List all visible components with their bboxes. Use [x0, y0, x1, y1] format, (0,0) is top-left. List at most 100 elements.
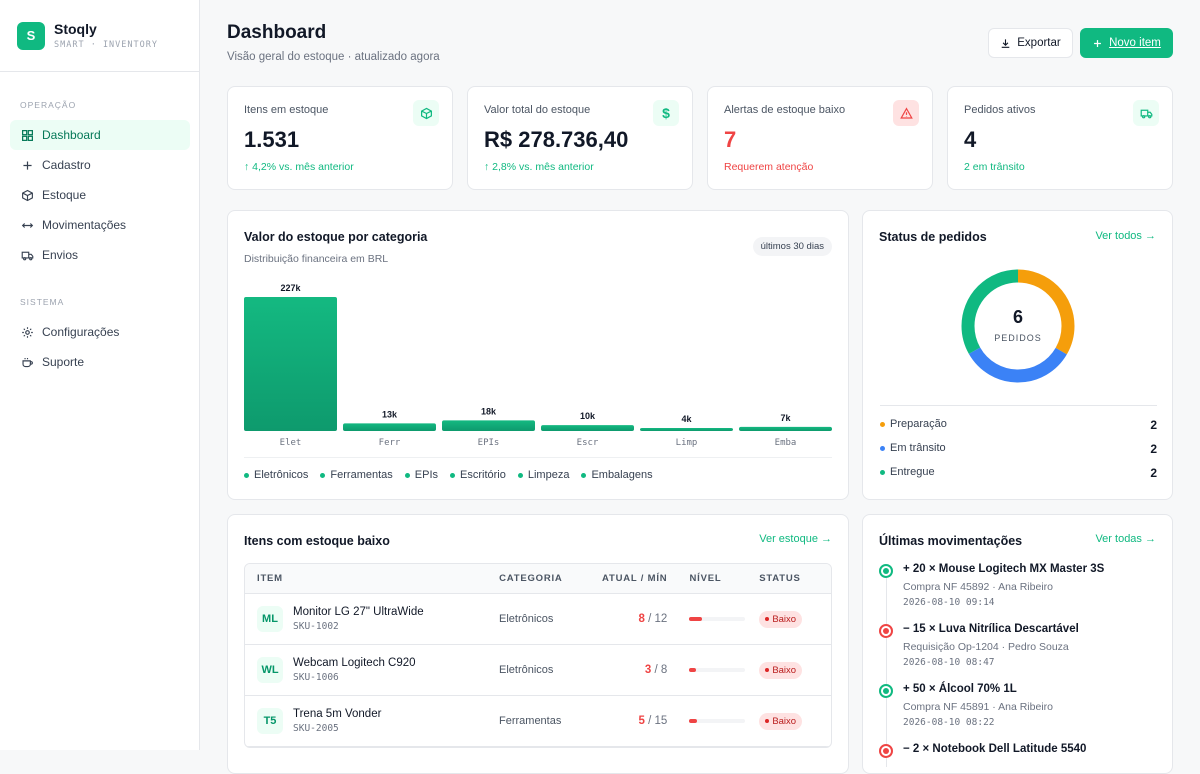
coffee-icon	[20, 355, 34, 369]
bar-value-label: 10k	[580, 411, 596, 421]
kpi-card-alerts: Alertas de estoque baixo 7 Requerem aten…	[707, 86, 933, 190]
sidebar-item-cadastro[interactable]: Cadastro	[10, 150, 190, 180]
bar-ferr[interactable]	[343, 423, 436, 431]
view-all-movements-link[interactable]: Ver todas →	[1095, 533, 1156, 545]
kpi-card-orders: Pedidos ativos 4 2 em trânsito	[947, 86, 1173, 190]
donut-segment-em-transito	[961, 269, 1075, 383]
bar-epis[interactable]	[442, 420, 535, 431]
item-name: Monitor LG 27" UltraWide	[293, 606, 424, 618]
export-button[interactable]: Exportar	[988, 28, 1073, 58]
level-bar	[667, 617, 746, 621]
view-stock-link[interactable]: Ver estoque →	[759, 533, 832, 545]
x-tick-label: Limp	[676, 438, 698, 448]
sidebar-item-label: Configurações	[42, 325, 120, 339]
legend-item: Limpeza	[517, 469, 569, 481]
movements-card: Últimas movimentações Ver todas → + 20 ×…	[862, 514, 1173, 774]
period-pill[interactable]: últimos 30 dias	[752, 237, 832, 256]
kpi-value: R$ 278.736,40	[484, 127, 629, 152]
bar-value-label: 4k	[681, 414, 692, 424]
bar-value-label: 18k	[481, 406, 497, 416]
brand[interactable]: S Stoqly SMART · INVENTORY	[0, 0, 199, 72]
arrows-icon	[20, 218, 34, 232]
sidebar-item-movimentacoes[interactable]: Movimentações	[10, 210, 190, 240]
col-categoria[interactable]: CATEGORIA	[499, 573, 563, 584]
item-name: Webcam Logitech C920	[293, 657, 416, 669]
table-row[interactable]: WL Webcam Logitech C920 SKU-1006 Eletrônico…	[245, 645, 831, 696]
kpi-label: Pedidos ativos	[964, 104, 1036, 116]
nav-section-sistema: SISTEMA	[20, 297, 65, 307]
kpi-value: 1.531	[244, 127, 300, 152]
col-nivel[interactable]: NÍVEL	[689, 573, 722, 584]
plus-icon	[1094, 39, 1102, 47]
category-chart-card: Valor do estoque por categoria Distribui…	[227, 210, 849, 500]
dollar-icon: $	[653, 100, 679, 126]
item-name: Trena 5m Vonder	[293, 708, 382, 720]
movements-title: Últimas movimentações	[879, 534, 1023, 548]
sidebar-item-estoque[interactable]: Estoque	[10, 180, 190, 210]
kpi-trend: ↑ 2,8% vs. mês anterior	[484, 161, 594, 173]
table-row[interactable]: T5 Trena 5m Vonder SKU-2005 Ferramentas 5 / …	[245, 696, 831, 747]
col-item[interactable]: ITEM	[257, 573, 283, 584]
legend-item: Escritório	[450, 469, 506, 481]
bar-limp[interactable]	[640, 428, 733, 431]
box-icon	[20, 188, 34, 202]
outgoing-icon	[879, 624, 893, 638]
item-avatar: ML	[257, 606, 283, 632]
sidebar-item-label: Suporte	[42, 355, 85, 369]
bar-emba[interactable]	[739, 426, 832, 431]
incoming-icon	[879, 564, 893, 578]
main-content: Dashboard Visão geral do estoque · atual…	[200, 0, 1200, 774]
page-subtitle: Visão geral do estoque · atualizado agor…	[227, 51, 440, 63]
status-badge: Baixo	[759, 661, 803, 679]
new-item-button[interactable]: Novo item	[1080, 28, 1173, 58]
download-icon	[1001, 38, 1010, 48]
col-status[interactable]: STATUS	[759, 573, 801, 584]
item-quantity: 5 / 15	[638, 715, 668, 727]
sidebar: S Stoqly SMART · INVENTORY OPERAÇÃO Dash…	[0, 0, 200, 750]
status-row-em-transito: Em trânsito 2	[880, 442, 1157, 456]
col-atual-min[interactable]: ATUAL / MÍN	[602, 573, 668, 584]
donut-segment-entregue	[961, 269, 1075, 383]
status-row-entregue: Entregue 2	[880, 466, 1157, 480]
status-badge: Baixo	[759, 712, 803, 730]
level-bar	[667, 668, 746, 672]
warning-icon	[893, 100, 919, 126]
item-sku: SKU-1002	[293, 621, 339, 632]
table-row[interactable]: ML Monitor LG 27" UltraWide SKU-1002 Eletrô…	[245, 594, 831, 645]
bar-elet[interactable]	[244, 297, 337, 431]
chart-subtitle: Distribuição financeira em BRL	[244, 253, 389, 265]
kpi-note: 2 em trânsito	[964, 161, 1025, 173]
x-tick-label: Elet	[280, 438, 302, 448]
sidebar-item-dashboard[interactable]: Dashboard	[10, 120, 190, 150]
status-row-preparacao: Preparação 2	[880, 418, 1157, 432]
brand-logo: S	[17, 21, 45, 50]
kpi-trend: ↑ 4,2% vs. mês anterior	[244, 161, 354, 173]
kpi-card-items: Itens em estoque 1.531 ↑ 4,2% vs. mês an…	[227, 86, 453, 190]
item-quantity: 8 / 12	[638, 613, 668, 625]
chart-title: Valor do estoque por categoria	[244, 230, 428, 244]
bar-value-label: 13k	[382, 409, 398, 419]
plus-icon	[20, 158, 34, 172]
orders-total: 6	[1012, 307, 1023, 327]
orders-donut	[961, 269, 1075, 383]
sidebar-item-configuracoes[interactable]: Configurações	[10, 317, 190, 347]
x-tick-label: Emba	[775, 438, 797, 448]
item-avatar: WL	[257, 657, 283, 683]
legend-item: Ferramentas	[320, 469, 393, 481]
bar-escr[interactable]	[541, 425, 634, 431]
sidebar-item-label: Cadastro	[42, 158, 91, 172]
sidebar-item-suporte[interactable]: Suporte	[10, 347, 190, 377]
incoming-icon	[879, 684, 893, 698]
orders-status-card: Status de pedidos Ver todos → 6 PEDIDOS …	[862, 210, 1173, 500]
sidebar-item-label: Movimentações	[42, 218, 127, 232]
item-category: Ferramentas	[499, 715, 562, 727]
sidebar-item-envios[interactable]: Envios	[10, 240, 190, 270]
status-badge: Baixo	[759, 610, 803, 628]
view-all-orders-link[interactable]: Ver todos →	[1095, 230, 1156, 242]
timeline-line	[886, 577, 887, 767]
x-tick-label: Escr	[577, 438, 599, 448]
table-header: ITEM CATEGORIA ATUAL / MÍN NÍVEL STATUS	[245, 564, 831, 594]
kpi-value: 4	[964, 127, 977, 152]
legend-item: EPIs	[404, 469, 438, 481]
sidebar-item-label: Estoque	[42, 188, 87, 202]
